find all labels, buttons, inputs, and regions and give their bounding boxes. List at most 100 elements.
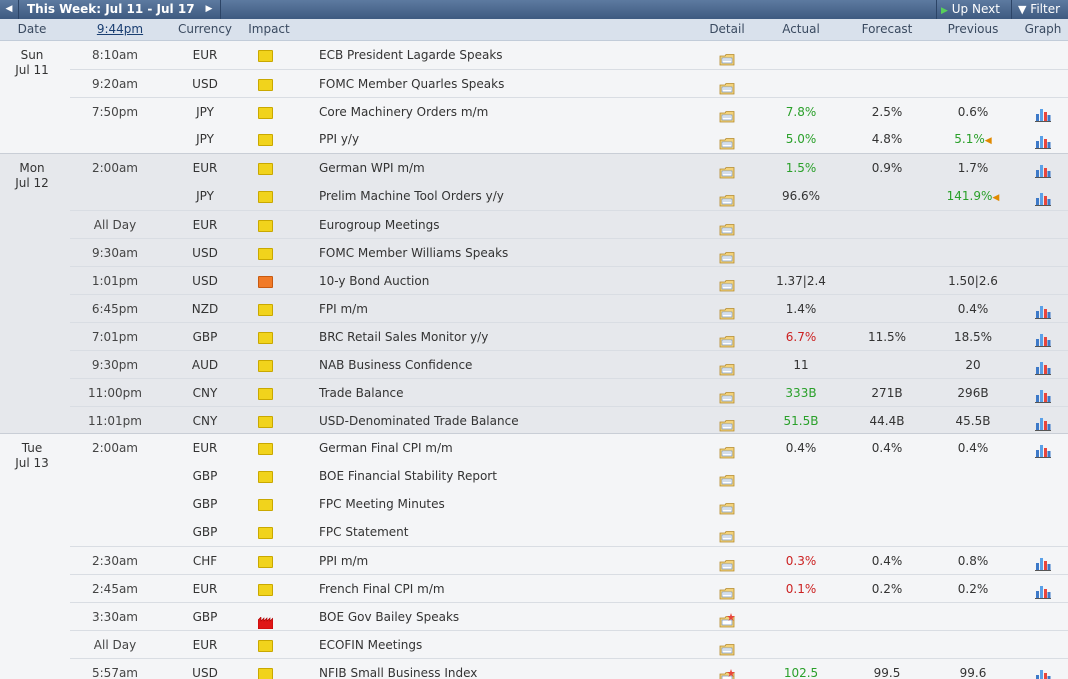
revised-icon[interactable]: ◀ — [992, 193, 1000, 203]
folder-icon[interactable] — [719, 105, 735, 123]
folder-icon[interactable] — [719, 497, 735, 515]
folder-icon[interactable] — [719, 386, 735, 404]
event-title[interactable]: French Final CPI m/m — [319, 582, 445, 596]
event-title[interactable]: PPI m/m — [319, 554, 369, 568]
event-title[interactable]: FPC Meeting Minutes — [319, 497, 445, 511]
impact-low-icon[interactable] — [258, 163, 273, 175]
bar-chart-icon[interactable] — [1035, 160, 1051, 178]
impact-low-icon[interactable] — [258, 471, 273, 483]
event-title[interactable]: FPC Statement — [319, 525, 409, 539]
folder-icon[interactable] — [719, 302, 735, 320]
folder-star-icon[interactable] — [719, 610, 735, 628]
event-title[interactable]: FPI m/m — [319, 302, 368, 316]
impact-low-icon[interactable] — [258, 79, 273, 91]
calendar-row[interactable]: 2:00am EUR German Final CPI m/m 0.4% 0.4% 0.4… — [70, 434, 1068, 462]
calendar-row[interactable]: 2:45am EUR French Final CPI m/m 0.1% 0.2% 0.2… — [70, 574, 1068, 603]
impact-low-icon[interactable] — [258, 332, 273, 344]
next-week-icon[interactable]: ▶ — [205, 4, 213, 14]
calendar-row[interactable]: 6:45pm NZD FPI m/m 1.4% 0.4% — [70, 294, 1068, 323]
impact-low-icon[interactable] — [258, 50, 273, 62]
folder-icon[interactable] — [719, 469, 735, 487]
calendar-row[interactable]: JPY PPI y/y 5.0% 4.8% 5.1%◀ — [70, 125, 1068, 153]
event-title[interactable]: BOE Gov Bailey Speaks — [319, 610, 460, 624]
impact-low-icon[interactable] — [258, 668, 273, 679]
calendar-row[interactable]: 2:30am CHF PPI m/m 0.3% 0.4% 0.8% — [70, 546, 1068, 575]
event-title[interactable]: NFIB Small Business Index — [319, 666, 478, 679]
calendar-row[interactable]: 11:01pm CNY USD-Denominated Trade Balance 5… — [70, 406, 1068, 435]
event-title[interactable]: FOMC Member Williams Speaks — [319, 246, 509, 260]
event-title[interactable]: Trade Balance — [319, 386, 404, 400]
bar-chart-icon[interactable] — [1035, 357, 1051, 375]
impact-low-icon[interactable] — [258, 443, 273, 455]
calendar-row[interactable]: 7:01pm GBP BRC Retail Sales Monitor y/y 6.7… — [70, 322, 1068, 351]
event-title[interactable]: PPI y/y — [319, 132, 360, 146]
folder-icon[interactable] — [719, 48, 735, 66]
week-title[interactable]: This Week: Jul 11 - Jul 17 — [27, 2, 195, 16]
impact-low-icon[interactable] — [258, 248, 273, 260]
bar-chart-icon[interactable] — [1035, 413, 1051, 431]
event-title[interactable]: USD-Denominated Trade Balance — [319, 414, 519, 428]
calendar-row[interactable]: All Day EUR ECOFIN Meetings — [70, 630, 1068, 659]
impact-low-icon[interactable] — [258, 107, 273, 119]
bar-chart-icon[interactable] — [1035, 188, 1051, 206]
bar-chart-icon[interactable] — [1035, 301, 1051, 319]
folder-icon[interactable] — [719, 414, 735, 432]
impact-low-icon[interactable] — [258, 134, 273, 146]
bar-chart-icon[interactable] — [1035, 104, 1051, 122]
up-next-button[interactable]: ▶ Up Next — [941, 0, 1000, 19]
event-title[interactable]: NAB Business Confidence — [319, 358, 473, 372]
impact-low-icon[interactable] — [258, 220, 273, 232]
folder-icon[interactable] — [719, 554, 735, 572]
folder-icon[interactable] — [719, 582, 735, 600]
impact-low-icon[interactable] — [258, 527, 273, 539]
impact-low-icon[interactable] — [258, 584, 273, 596]
folder-icon[interactable] — [719, 525, 735, 543]
calendar-row[interactable]: 5:57am USD NFIB Small Business Index 102.5 9… — [70, 658, 1068, 679]
folder-icon[interactable] — [719, 161, 735, 179]
event-title[interactable]: German WPI m/m — [319, 161, 425, 175]
folder-icon[interactable] — [719, 189, 735, 207]
revised-icon[interactable]: ◀ — [984, 136, 992, 146]
event-title[interactable]: BRC Retail Sales Monitor y/y — [319, 330, 489, 344]
calendar-row[interactable]: All Day EUR Eurogroup Meetings — [70, 210, 1068, 239]
impact-low-icon[interactable] — [258, 556, 273, 568]
event-title[interactable]: Eurogroup Meetings — [319, 218, 440, 232]
folder-icon[interactable] — [719, 330, 735, 348]
folder-icon[interactable] — [719, 441, 735, 459]
bar-chart-icon[interactable] — [1035, 329, 1051, 347]
impact-low-icon[interactable] — [258, 640, 273, 652]
event-title[interactable]: 10-y Bond Auction — [319, 274, 430, 288]
calendar-row[interactable]: GBP FPC Meeting Minutes — [70, 490, 1068, 518]
filter-button[interactable]: ▼ Filter — [1018, 0, 1060, 19]
event-title[interactable]: BOE Financial Stability Report — [319, 469, 497, 483]
event-title[interactable]: Prelim Machine Tool Orders y/y — [319, 189, 504, 203]
calendar-row[interactable]: 2:00am EUR German WPI m/m 1.5% 0.9% 1.7% — [70, 154, 1068, 182]
impact-low-icon[interactable] — [258, 499, 273, 511]
impact-low-icon[interactable] — [258, 304, 273, 316]
calendar-row[interactable]: 9:30pm AUD NAB Business Confidence 11 20 — [70, 350, 1068, 379]
calendar-row[interactable]: GBP FPC Statement — [70, 518, 1068, 546]
calendar-row[interactable]: 9:30am USD FOMC Member Williams Speaks — [70, 238, 1068, 267]
calendar-row[interactable]: 9:20am USD FOMC Member Quarles Speaks — [70, 69, 1068, 98]
event-title[interactable]: ECOFIN Meetings — [319, 638, 423, 652]
impact-low-icon[interactable] — [258, 360, 273, 372]
calendar-row[interactable]: 11:00pm CNY Trade Balance 333B 271B 296B — [70, 378, 1068, 407]
bar-chart-icon[interactable] — [1035, 553, 1051, 571]
impact-high-icon[interactable] — [257, 611, 274, 630]
prev-week-icon[interactable]: ◀ — [5, 4, 13, 14]
event-title[interactable]: Core Machinery Orders m/m — [319, 105, 489, 119]
folder-icon[interactable] — [719, 638, 735, 656]
folder-icon[interactable] — [719, 274, 735, 292]
folder-icon[interactable] — [719, 132, 735, 150]
calendar-row[interactable]: 1:01pm USD 10-y Bond Auction 1.37|2.4 1.50|2… — [70, 266, 1068, 295]
folder-icon[interactable] — [719, 246, 735, 264]
folder-icon[interactable] — [719, 218, 735, 236]
bar-chart-icon[interactable] — [1035, 581, 1051, 599]
impact-low-icon[interactable] — [258, 388, 273, 400]
impact-low-icon[interactable] — [258, 191, 273, 203]
calendar-row[interactable]: GBP BOE Financial Stability Report — [70, 462, 1068, 490]
impact-low-icon[interactable] — [258, 416, 273, 428]
event-title[interactable]: FOMC Member Quarles Speaks — [319, 77, 505, 91]
bar-chart-icon[interactable] — [1035, 665, 1051, 679]
folder-icon[interactable] — [719, 358, 735, 376]
